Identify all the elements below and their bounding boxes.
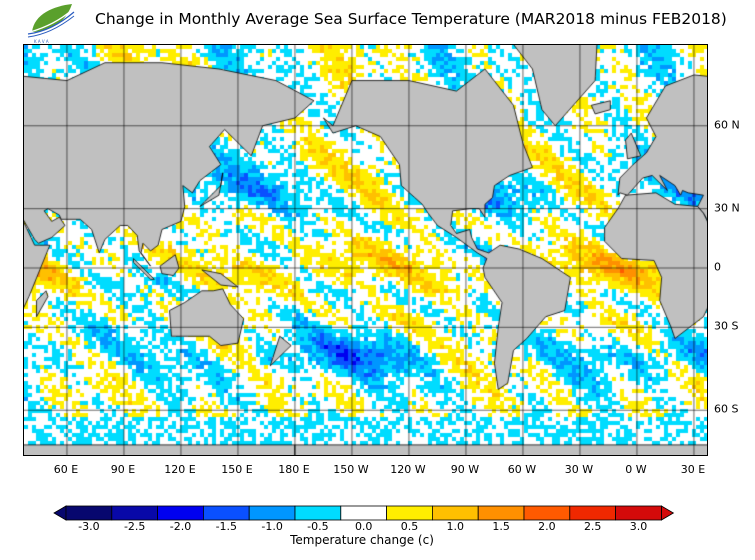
colorbar-extend-high	[661, 505, 675, 521]
longitude-label: 30 E	[680, 463, 706, 476]
sst-change-field	[24, 45, 707, 455]
colorbar-swatch	[477, 505, 525, 521]
colorbar-tick-label: -3.0	[78, 520, 100, 533]
colorbar-title: Temperature change (c)	[290, 533, 434, 547]
longitude-label: 90 E	[110, 463, 136, 476]
colorbar-swatch	[340, 505, 387, 521]
colorbar-tick-label: 1.5	[492, 520, 510, 533]
colorbar-extend-low	[53, 505, 67, 521]
colorbar-swatch	[294, 505, 342, 521]
colorbar-tick-label: -1.0	[261, 520, 283, 533]
colorbar-tick-label: -0.5	[307, 520, 329, 533]
green-leaf-logo-icon: K A V A	[27, 4, 75, 44]
colorbar-tick-label: 0.5	[400, 520, 419, 533]
latitude-label: 30 N	[714, 201, 740, 215]
latitude-label: 60 N	[714, 118, 740, 132]
longitude-label: 90 W	[450, 463, 480, 476]
sst-anomaly-map	[23, 44, 708, 456]
latitude-label: 30 S	[714, 319, 739, 333]
colorbar-swatch	[569, 505, 616, 521]
colorbar-tick-label: 3.0	[629, 520, 648, 533]
colorbar-tick-label: 2.0	[538, 520, 556, 533]
colorbar-swatch	[65, 505, 113, 521]
colorbar-tick-label: -1.5	[215, 520, 238, 533]
map-title: Change in Monthly Average Sea Surface Te…	[95, 10, 727, 28]
colorbar-swatch	[431, 505, 479, 521]
colorbar-tick-label: -2.0	[169, 520, 192, 533]
colorbar-swatch	[157, 505, 204, 521]
latitude-label: 0	[714, 260, 721, 274]
longitude-label: 60 E	[53, 463, 79, 476]
colorbar-swatch	[202, 505, 250, 521]
longitude-label: 150 W	[333, 463, 369, 476]
colorbar	[53, 505, 675, 521]
colorbar-swatch	[386, 505, 433, 521]
longitude-label: 150 E	[221, 463, 253, 476]
longitude-label: 30 W	[564, 463, 594, 476]
longitude-label: 120 E	[164, 463, 196, 476]
colorbar-tick-label: 2.5	[583, 520, 602, 533]
longitude-label: 180 E	[278, 463, 310, 476]
colorbar-tick-label: 0.0	[354, 520, 373, 533]
longitude-label: 120 W	[390, 463, 426, 476]
latitude-label: 60 S	[714, 402, 739, 416]
colorbar-swatch	[248, 505, 296, 521]
longitude-label: 0 W	[625, 463, 647, 476]
longitude-label: 60 W	[507, 463, 537, 476]
colorbar-swatch	[523, 505, 571, 521]
colorbar-tick-label: 1.0	[446, 520, 465, 533]
colorbar-tick-label: -2.5	[123, 520, 146, 533]
colorbar-swatch	[615, 505, 662, 521]
svg-text:K A V A: K A V A	[34, 39, 49, 44]
colorbar-swatch	[111, 505, 158, 521]
